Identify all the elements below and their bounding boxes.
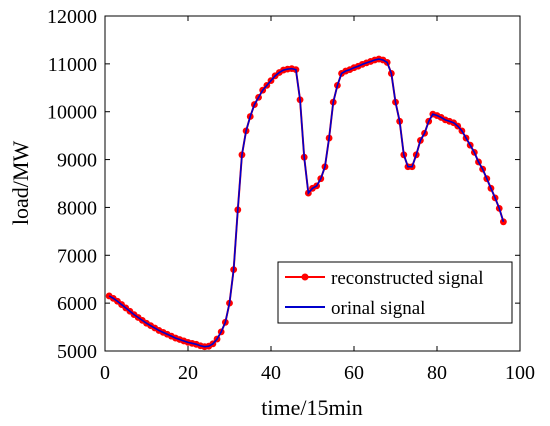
x-axis-label: time/15min <box>261 395 362 420</box>
x-tick-label: 80 <box>427 362 447 384</box>
x-tick-label: 100 <box>505 362 535 384</box>
y-tick-label: 10000 <box>47 102 97 124</box>
series-line-original <box>108 58 505 348</box>
axis-ticks: 0 20 40 60 80 100 5000 6000 7000 8000 9000 10000 110… <box>47 6 535 384</box>
legend-label-original: orinal signal <box>331 298 425 319</box>
legend-box <box>277 261 513 324</box>
legend: reconstructed signal orinal signal <box>277 261 513 324</box>
legend-label-reconstructed: reconstructed signal <box>331 268 483 289</box>
plot-frame <box>104 15 521 352</box>
x-tick-label: 40 <box>261 362 281 384</box>
y-tick-label: 5000 <box>57 341 97 363</box>
y-tick-label: 7000 <box>57 245 97 267</box>
y-tick-label: 12000 <box>47 6 97 28</box>
x-tick-label: 20 <box>178 362 198 384</box>
data-point-reconstructed <box>500 218 507 226</box>
y-tick-label: 9000 <box>57 150 97 172</box>
series-layer <box>105 55 507 351</box>
y-axis-label: load/MW <box>8 141 33 226</box>
y-tick-label: 8000 <box>57 197 97 219</box>
x-tick-label: 0 <box>100 362 110 384</box>
y-tick-label: 11000 <box>48 54 97 76</box>
x-tick-label: 60 <box>344 362 364 384</box>
y-tick-label: 6000 <box>57 293 97 315</box>
legend-marker-reconstructed <box>301 273 309 281</box>
